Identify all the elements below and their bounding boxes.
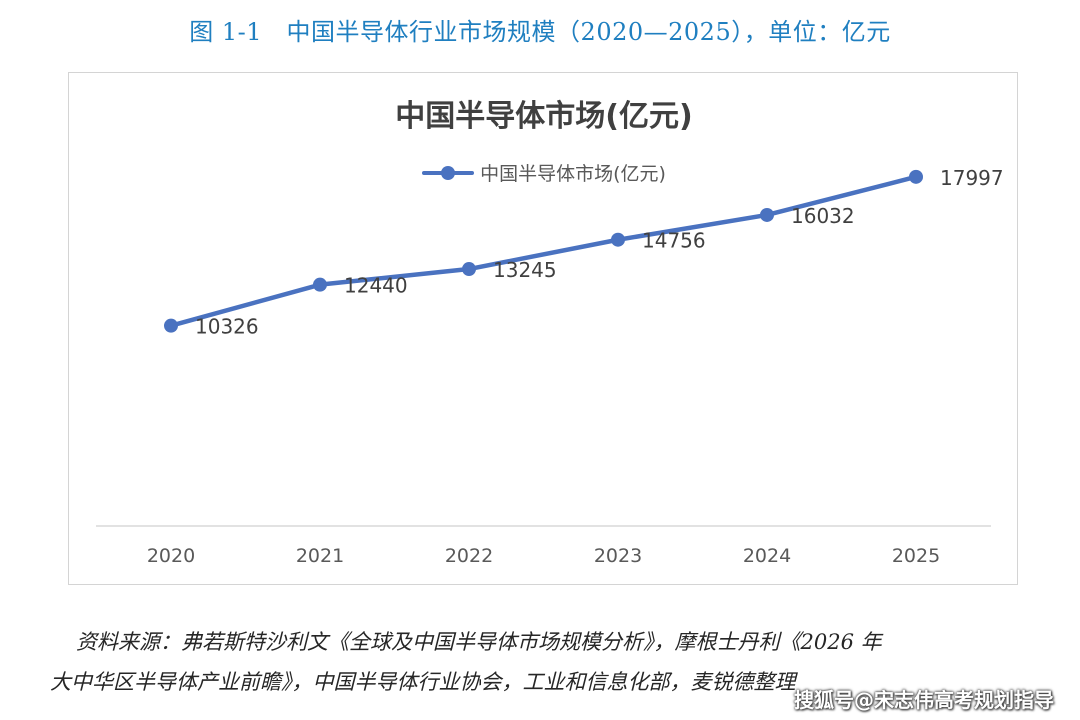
data-point <box>462 262 476 277</box>
chart-title: 中国半导体市场(亿元) <box>395 99 693 134</box>
watermark: 搜狐号@宋志伟高考规划指导 <box>794 688 1054 712</box>
data-point <box>313 277 327 292</box>
x-tick-label: 2023 <box>594 545 642 567</box>
data-point <box>760 207 774 222</box>
x-tick-label: 2021 <box>296 545 344 567</box>
x-tick-label: 2025 <box>892 545 940 567</box>
data-label: 13245 <box>493 258 557 282</box>
data-point <box>909 169 923 184</box>
figure-caption: 图 1-1 中国半导体行业市场规模（2020—2025），单位：亿元 <box>189 18 891 46</box>
data-label: 14756 <box>642 229 706 253</box>
data-point <box>164 318 178 333</box>
source-note: 资料来源：弗若斯特沙利文《全球及中国半导体市场规模分析》，摩根士丹利《2026 … <box>50 622 1040 702</box>
data-label: 12440 <box>344 274 408 298</box>
chart-area: 2020 2021 2022 2023 2024 2025 10326 12440 13245 1… <box>68 72 1018 585</box>
data-point <box>611 232 625 247</box>
legend-marker-icon <box>422 163 475 183</box>
source-note-line-1: 资料来源：弗若斯特沙利文《全球及中国半导体市场规模分析》，摩根士丹利《2026 … <box>76 630 882 654</box>
x-tick-label: 2022 <box>445 545 493 567</box>
chart-plot: 2020 2021 2022 2023 2024 2025 10326 12440 13245 1… <box>96 166 1004 567</box>
data-label: 10326 <box>195 315 259 339</box>
chart-legend: 中国半导体市场(亿元) <box>69 159 1019 186</box>
legend-label: 中国半导体市场(亿元) <box>480 163 666 185</box>
x-tick-label: 2020 <box>147 545 195 567</box>
data-label: 17997 <box>940 166 1004 190</box>
data-label: 16032 <box>791 204 855 228</box>
x-tick-label: 2024 <box>743 545 791 567</box>
source-note-line-2: 大中华区半导体产业前瞻》，中国半导体行业协会，工业和信息化部，麦锐德整理 <box>50 670 796 694</box>
series-line <box>168 174 919 328</box>
